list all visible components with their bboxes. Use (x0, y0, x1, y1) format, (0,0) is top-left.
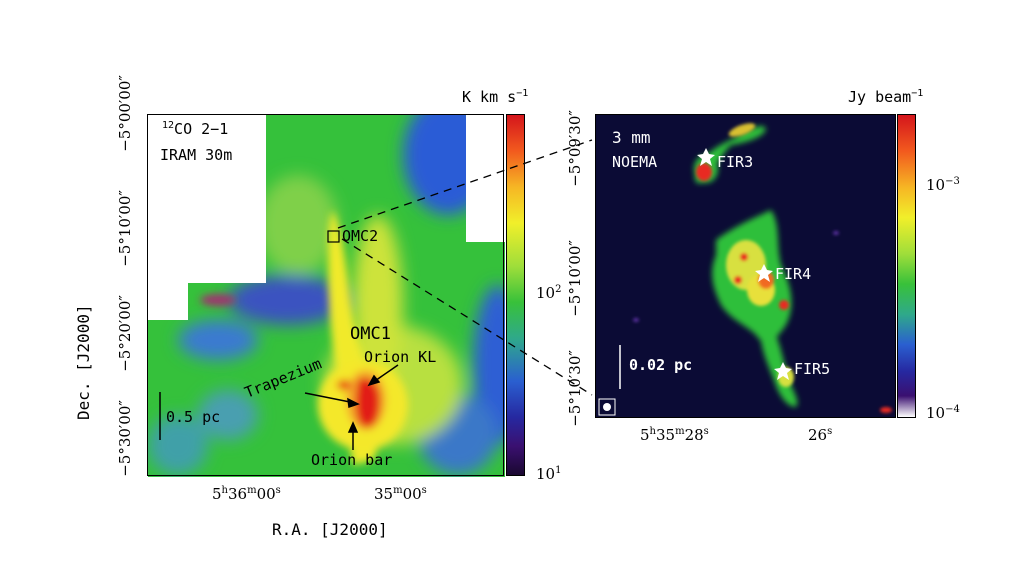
label-orion-bar: Orion bar (311, 451, 393, 469)
left-dec-tick-0: −5°00′00″ (116, 75, 134, 152)
right-telescope-label: NOEMA (612, 153, 658, 171)
right-dec-tick-0: −5°09′30″ (566, 110, 584, 187)
left-ra-tick-1: 35m00s (374, 485, 427, 503)
fir5-star-icon (774, 362, 792, 380)
right-ra-tick-1: 26s (808, 426, 833, 444)
source-fir4: FIR4 (775, 265, 812, 283)
left-ylabel: Dec. [J2000] (74, 304, 93, 420)
label-omc1: OMC1 (350, 324, 391, 344)
right-scalebar-label: 0.02 pc (629, 356, 693, 374)
left-cbar-tick-10: 101 (536, 465, 562, 483)
right-dec-tick-2: −5°10′30″ (566, 350, 584, 427)
omc2-box (327, 230, 340, 243)
left-co-map (148, 115, 505, 477)
fir3-star-icon (697, 148, 715, 166)
left-ra-tick-0: 5h36m00s (212, 485, 281, 503)
right-colorbar-unit: Jy beam−1 (848, 88, 924, 106)
left-colorbar (506, 114, 525, 476)
left-telescope-label: IRAM 30m (160, 146, 233, 164)
zoom-lines (337, 139, 593, 396)
left-dec-tick-2: −5°20′00″ (116, 295, 134, 372)
right-colorbar (897, 114, 916, 418)
left-colorbar-unit: K km s−1 (462, 88, 529, 106)
fir4-star-icon (755, 264, 773, 282)
right-ra-tick-0: 5h35m28s (640, 426, 709, 444)
right-band-label: 3 mm (612, 128, 651, 147)
label-orion-kl: Orion KL (364, 348, 437, 366)
right-cbar-tick-1e-4: 10−4 (926, 404, 960, 422)
left-tracer-label: 12CO 2−1 (162, 120, 229, 138)
right-noema-map (596, 115, 895, 417)
beam-marker (603, 403, 611, 411)
label-omc2: OMC2 (342, 227, 379, 245)
right-cbar-tick-1e-3: 10−3 (926, 176, 960, 194)
left-dec-tick-1: −5°10′00″ (116, 190, 134, 267)
left-xlabel: R.A. [J2000] (272, 520, 388, 539)
right-dec-tick-1: −5°10′00″ (566, 240, 584, 317)
source-fir3: FIR3 (717, 153, 754, 171)
left-scalebar-label: 0.5 pc (166, 408, 221, 426)
source-fir5: FIR5 (794, 360, 831, 378)
left-dec-tick-3: −5°30′00″ (116, 400, 134, 477)
left-cbar-tick-100: 102 (536, 284, 562, 302)
